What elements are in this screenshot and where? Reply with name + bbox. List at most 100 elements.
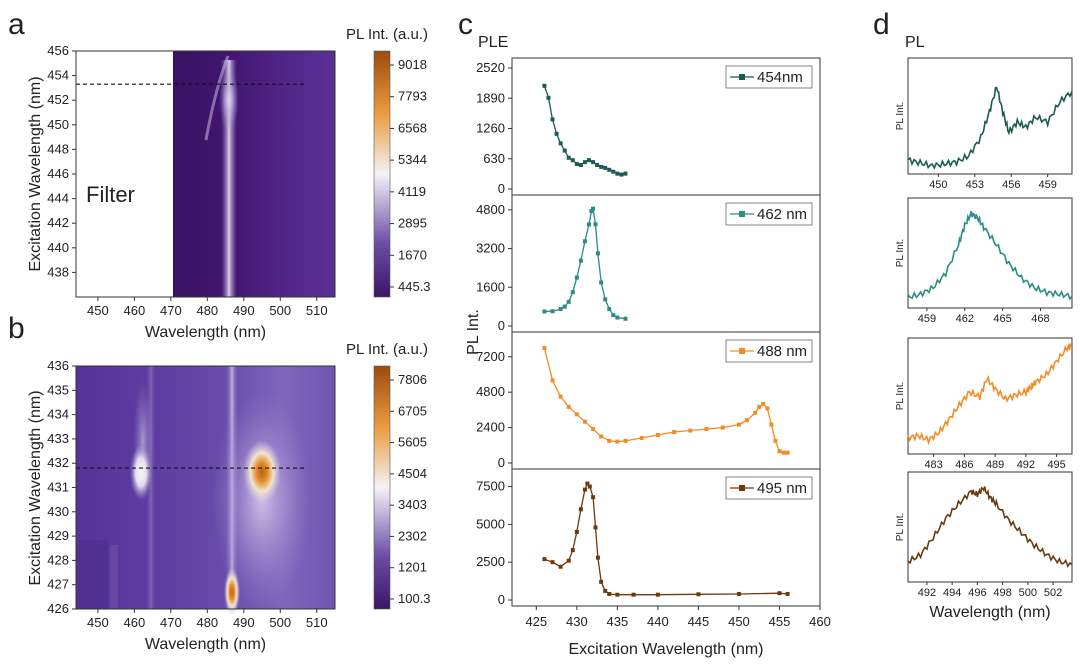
legend-label: 488 nm xyxy=(757,343,807,360)
panel-c-ple: PLE 0 630 1260 1890 2520 454nm 0 1600 3200 4800 46… xyxy=(465,34,831,658)
y-tick-label: 433 xyxy=(47,431,69,446)
panel-d-pl: PL 450 453 456 459 PL Int. 459 462 465 468 PL Int… xyxy=(895,34,1073,621)
ple-data-point xyxy=(631,592,636,597)
ple-data-point xyxy=(623,316,628,321)
ple-data-point xyxy=(578,162,583,167)
ple-data-point xyxy=(566,299,571,304)
x-tick-label: 470 xyxy=(160,615,182,630)
y-tick-label: 2500 xyxy=(476,554,505,569)
colorbar-tick-label: 5605 xyxy=(398,435,427,450)
ple-data-point xyxy=(550,117,555,122)
ple-data-point xyxy=(591,160,596,165)
x-tick-label: 460 xyxy=(124,615,146,630)
pl-subplot-frame xyxy=(907,337,1073,455)
ple-data-point xyxy=(781,450,786,455)
ple-data-point xyxy=(603,297,608,302)
y-tick-label: 456 xyxy=(47,43,69,58)
x-tick-label: 502 xyxy=(1044,587,1062,599)
ple-data-point xyxy=(593,525,598,530)
filter-label: Filter xyxy=(86,182,135,207)
colorbar-tick-label: 7806 xyxy=(398,372,427,387)
ple-data-point xyxy=(542,309,547,314)
y-tick-label: 450 xyxy=(47,117,69,132)
heatmap-b-spot-461 xyxy=(130,444,152,500)
ple-data-point xyxy=(623,438,628,443)
legend-label: 495 nm xyxy=(757,480,807,497)
pl-subplot-frame xyxy=(907,57,1073,175)
legend-box xyxy=(725,476,813,500)
panel-letter-d: d xyxy=(873,8,890,41)
ple-subplot-frame xyxy=(511,468,821,607)
x-tick-label: 510 xyxy=(306,303,328,318)
colorbar-tick-label: 2302 xyxy=(398,528,427,543)
pl-series-line-2 xyxy=(907,211,1073,301)
y-tick-label: 430 xyxy=(47,504,69,519)
y-tick-label: 3200 xyxy=(476,241,505,256)
ple-series-line-4 xyxy=(544,482,788,596)
ple-data-point xyxy=(745,418,750,423)
pl-y-axis-title: PL Int. xyxy=(895,382,906,411)
colorbar-tick-label: 9018 xyxy=(398,57,427,72)
colorbar-tick-label: 1670 xyxy=(398,247,427,262)
x-tick-label: 495 xyxy=(1047,459,1065,471)
x-tick-label: 465 xyxy=(993,313,1011,325)
y-tick-label: 0 xyxy=(498,592,505,607)
ple-data-point xyxy=(623,171,628,176)
panel-letter-a: a xyxy=(8,8,25,41)
ple-data-point xyxy=(582,419,587,424)
ple-data-point xyxy=(607,438,612,443)
colorbar-tick-label: 4504 xyxy=(398,466,427,481)
ple-data-point xyxy=(550,560,555,565)
ple-data-point xyxy=(777,591,782,596)
colorbar-tick-label: 3403 xyxy=(398,497,427,512)
x-tick-label: 468 xyxy=(1031,313,1049,325)
ple-data-point xyxy=(574,162,579,167)
legend-box xyxy=(725,202,813,226)
ple-data-point xyxy=(542,83,547,88)
ple-data-point xyxy=(542,345,547,350)
y-tick-label: 428 xyxy=(47,552,69,567)
x-tick-label: 462 xyxy=(956,313,974,325)
panel-letter-c: c xyxy=(458,8,473,41)
ple-data-point xyxy=(599,280,604,285)
ple-data-point xyxy=(582,487,587,492)
x-tick-label: 498 xyxy=(993,587,1011,599)
x-tick-label: 450 xyxy=(929,179,947,191)
ple-data-point xyxy=(736,422,741,427)
heatmap-a-glow xyxy=(219,70,239,130)
ple-data-point xyxy=(550,378,555,383)
ple-data-point xyxy=(558,564,563,569)
x-tick-label: 459 xyxy=(918,313,936,325)
x-axis-title: Wavelength (nm) xyxy=(929,604,1050,621)
ple-data-point xyxy=(587,158,591,163)
ple-data-point xyxy=(704,427,709,432)
ple-data-point xyxy=(578,507,583,512)
y-axis-title: Excitation Wavelength (nm) xyxy=(27,390,44,585)
x-tick-label: 459 xyxy=(1039,179,1057,191)
ple-data-point xyxy=(570,290,575,295)
y-tick-label: 1260 xyxy=(476,121,505,136)
y-tick-label: 5000 xyxy=(476,516,505,531)
panel-d-title: PL xyxy=(905,34,925,51)
y-tick-label: 7200 xyxy=(476,349,505,364)
ple-data-point xyxy=(566,404,571,409)
heatmap-b-dark-band xyxy=(110,545,118,609)
colorbar-tick-label: 6705 xyxy=(398,403,427,418)
y-tick-label: 442 xyxy=(47,215,69,230)
colorbar-tick-label: 445.3 xyxy=(398,279,431,294)
y-tick-label: 429 xyxy=(47,528,69,543)
ple-data-point xyxy=(570,158,575,163)
y-tick-label: 426 xyxy=(47,601,69,616)
x-tick-label: 480 xyxy=(196,615,218,630)
x-tick-label: 460 xyxy=(124,303,146,318)
x-tick-label: 490 xyxy=(233,615,255,630)
y-tick-label: 432 xyxy=(47,455,69,470)
x-tick-label: 480 xyxy=(196,303,218,318)
ple-data-point xyxy=(587,484,592,489)
x-tick-label: 435 xyxy=(607,614,629,629)
legend-marker xyxy=(739,485,745,491)
ple-data-point xyxy=(615,439,620,444)
x-tick-label: 492 xyxy=(1017,459,1035,471)
pl-subplot-frame xyxy=(907,471,1073,583)
y-tick-label: 2400 xyxy=(476,420,505,435)
